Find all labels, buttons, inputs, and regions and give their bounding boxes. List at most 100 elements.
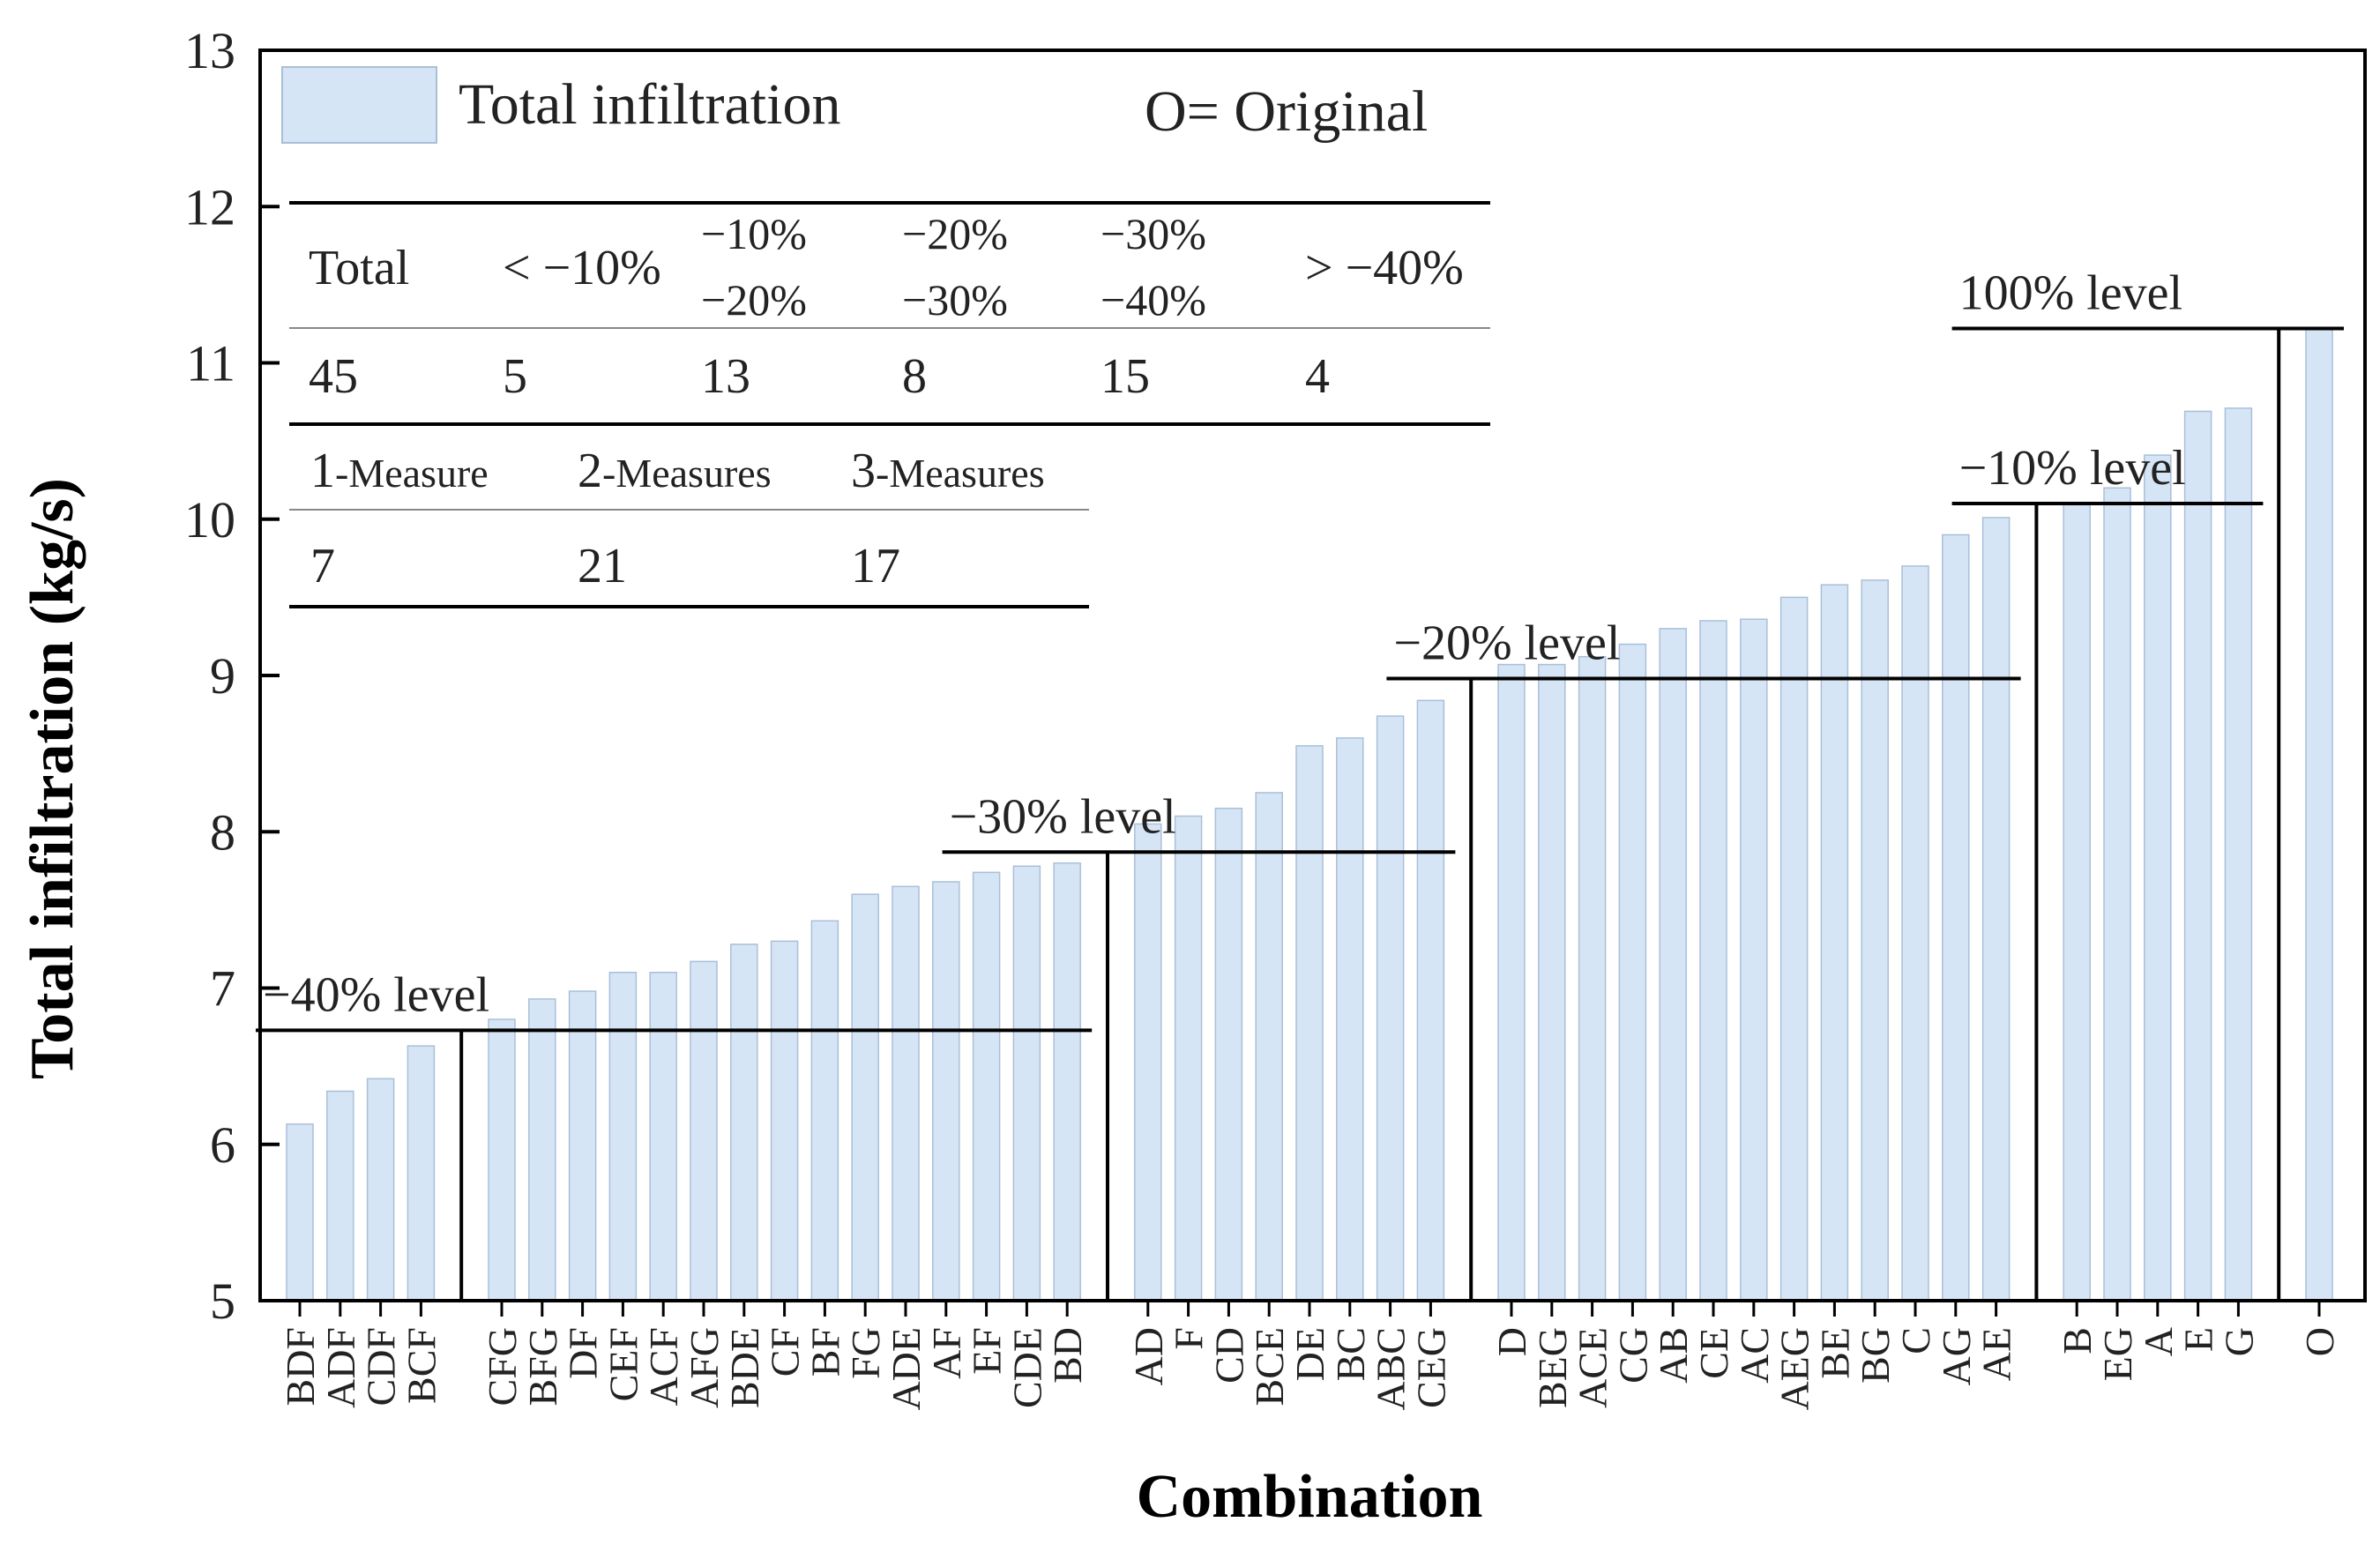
measures-header-1: 2-Measures [578,444,772,498]
bar-acf [649,972,677,1302]
bar-bcf [407,1045,436,1302]
x-tick-label-bfg: BFG [520,1327,565,1406]
legend-swatch [281,66,437,144]
y-axis-title: Total infiltration (kg/s) [19,478,86,1079]
bar-ceg [1416,699,1445,1302]
bar-bce [1255,792,1283,1302]
x-tick-label-ade: ADE [884,1327,929,1411]
x-tick-label-be: BE [1812,1327,1857,1379]
bar-a [2144,454,2172,1302]
x-tick-label-ef: EF [965,1327,1010,1375]
summary-header-1: < −10% [503,241,661,295]
summary-table-values: 45 5 13 8 15 4 [309,349,1330,404]
bar-afg [690,960,718,1302]
measures-value-1: 21 [578,539,627,593]
x-tick-label-df: DF [561,1327,606,1379]
bar-bd [1053,862,1081,1302]
x-tick-label-bcf: BCF [399,1327,444,1404]
x-tick-label-cd: CD [1206,1327,1251,1384]
summary-table: Total < −10% −10% −20% −20% −30% −30% −40% > −40… [289,201,1490,426]
bar-g [2224,407,2253,1302]
x-tick-label-cef: CEF [601,1327,645,1401]
bar-d [1497,663,1526,1302]
bar-abc [1376,715,1405,1302]
y-tick-label-8: 8 [210,803,235,861]
level-label-2: −20% level [1393,616,1620,671]
bar-df [568,990,597,1302]
bar-cg [1618,643,1647,1302]
bar-bg [1861,579,1889,1302]
measures-value-2: 17 [851,539,900,593]
x-tick-label-afg: AFG [682,1327,727,1408]
measures-table-headers: 1-Measure 2-Measures 3-Measures [310,444,1045,498]
bar-cdf [366,1078,395,1302]
bar-beg [1538,663,1566,1302]
x-tick-label-bf: BF [802,1327,847,1377]
bar-ef [972,871,1001,1302]
x-tick-label-cf: CF [763,1327,808,1377]
summary-header-0: Total [309,241,409,295]
x-tick-label-bce: BCE [1247,1327,1292,1406]
x-tick-label-beg: BEG [1530,1327,1575,1408]
bar-ag [1942,534,1970,1302]
x-tick-label-bdf: BDF [278,1327,323,1406]
x-tick-label-eg: EG [2095,1327,2140,1381]
x-tick-label-ae: AE [1974,1327,2019,1381]
x-tick-label-bde: BDE [722,1327,767,1408]
x-tick-label-b: B [2055,1327,2100,1354]
measures-value-0: 7 [310,539,335,593]
y-tick-label-7: 7 [210,960,235,1018]
x-tick-label-adf: ADF [318,1327,363,1408]
bar-af [932,881,960,1302]
bar-e [2183,410,2212,1302]
bar-ad [1134,823,1162,1302]
bar-bfg [528,998,556,1302]
bar-bdf [286,1123,314,1302]
summary-table-headers: Total < −10% −10% −20% −20% −30% −30% −40% > −40… [309,209,1464,325]
x-tick-label-cfg: CFG [480,1327,525,1406]
y-tick-label-12: 12 [184,178,235,235]
bar-f [1174,815,1203,1302]
bar-b [2063,503,2091,1302]
bar-ace [1578,655,1607,1302]
summary-header-2-line1: −10% [701,209,807,258]
x-tick-label-ace: ACE [1571,1327,1615,1408]
bar-cd [1214,807,1243,1302]
x-axis-title: Combination [1137,1463,1483,1531]
legend: Total infiltration O= Original [281,66,1428,144]
level-label-0: 100% level [1959,266,2182,321]
x-tick-label-ab: AB [1651,1327,1696,1384]
measures-header-2: 3-Measures [851,444,1045,498]
bar-cde [1012,865,1041,1302]
level-label-4: −40% level [263,967,489,1022]
summary-header-3-line1: −20% [902,209,1008,258]
y-tick-label-10: 10 [184,491,235,548]
bar-bde [730,944,758,1302]
bar-ade [892,885,920,1302]
y-tick-label-6: 6 [210,1116,235,1174]
bar-cfg [488,1018,516,1302]
summary-header-5: > −40% [1305,241,1464,295]
x-tick-label-d: D [1489,1327,1534,1356]
bar-ac [1740,618,1768,1302]
level-label-1: −10% level [1959,441,2186,496]
x-tick-label-abc: ABC [1369,1327,1414,1411]
summary-header-3-line2: −30% [902,275,1008,325]
bar-cef [608,972,638,1302]
bar-de [1295,745,1324,1302]
x-tick-label-de: DE [1287,1327,1332,1381]
measures-table-values: 7 21 17 [310,539,900,593]
summary-header-4-line2: −40% [1100,275,1206,325]
x-tick-label-bg: BG [1853,1327,1898,1384]
x-tick-label-ad: AD [1126,1327,1171,1385]
x-tick-label-aeg: AEG [1772,1327,1817,1411]
level-label-3: −30% level [950,789,1176,844]
bar-eg [2103,487,2131,1302]
bars-group [286,327,2333,1302]
summary-value-0: 45 [309,349,358,404]
summary-header-4-line1: −30% [1100,209,1206,258]
bar-bc [1336,737,1364,1302]
bar-ce [1699,620,1727,1302]
x-tick-label-bc: BC [1328,1327,1373,1381]
